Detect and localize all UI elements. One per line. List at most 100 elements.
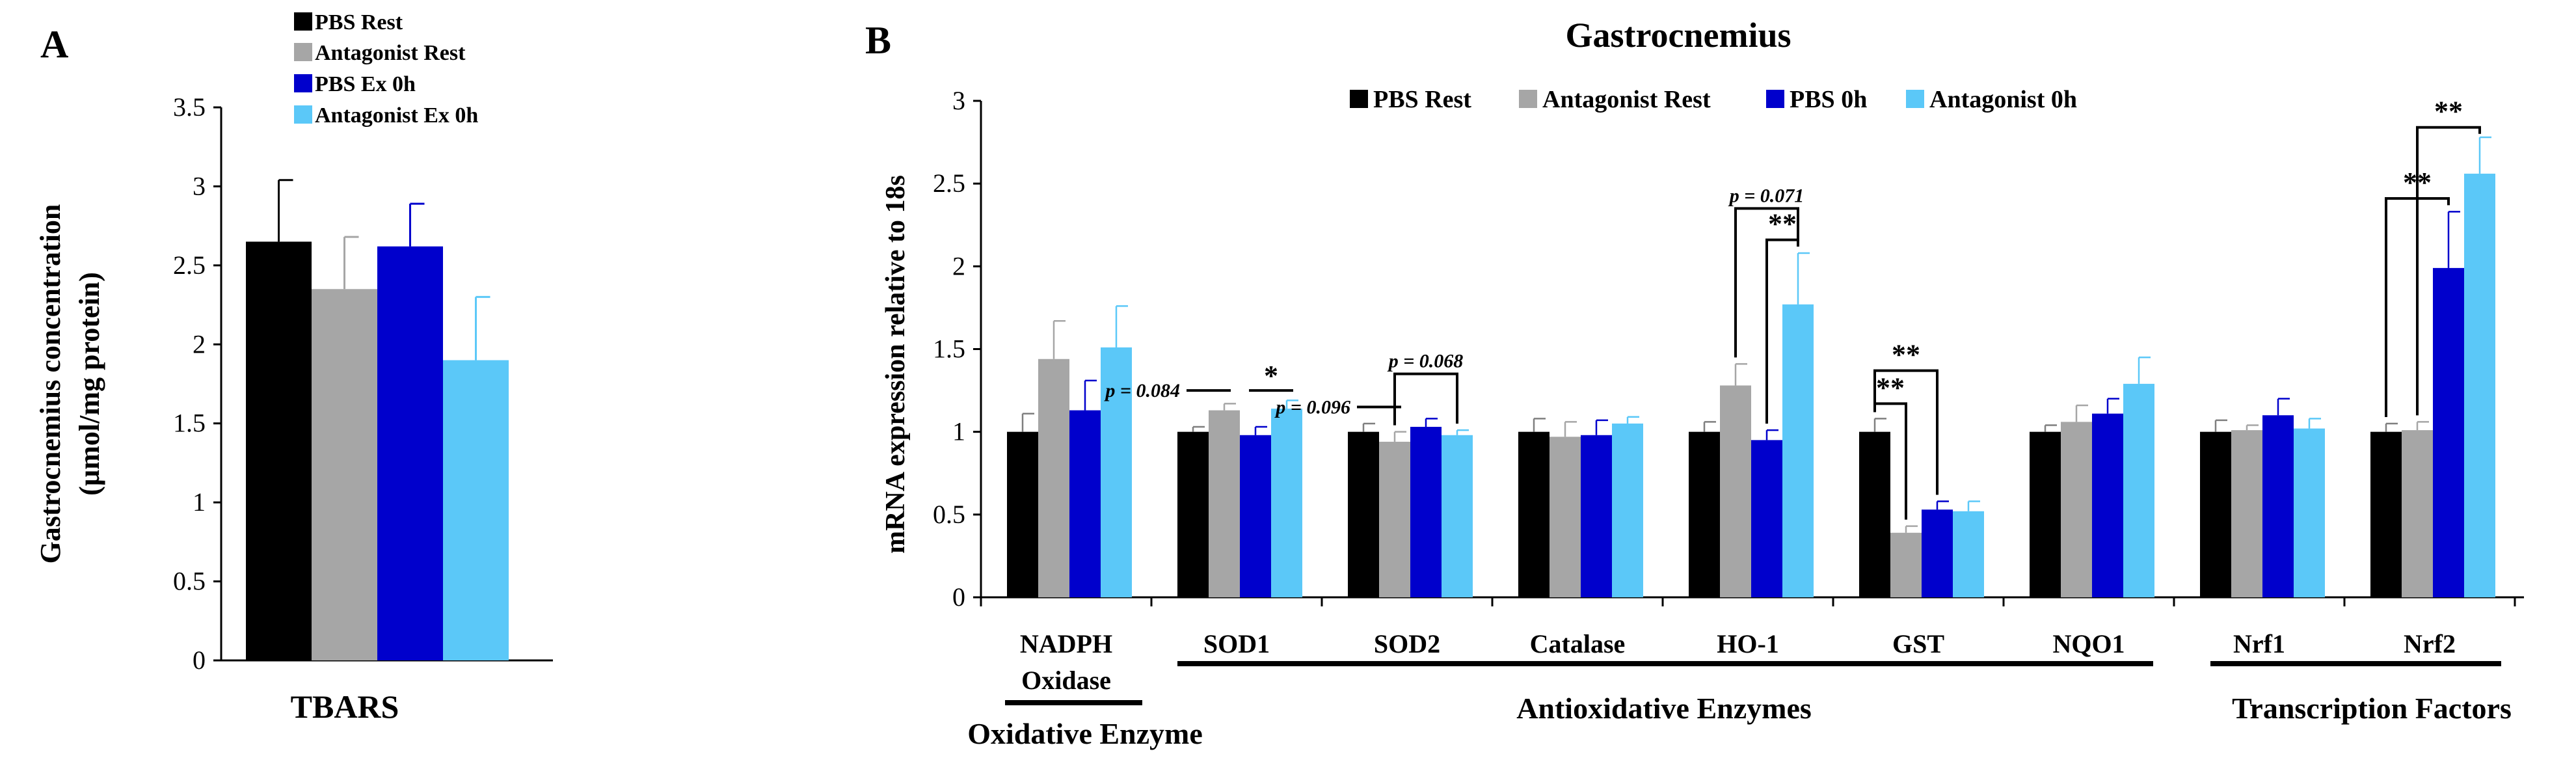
- panel-b-bar: [2030, 431, 2061, 597]
- panel-b-ytick-label: 0.5: [933, 500, 965, 529]
- panel-b-legend-label: Antagonist 0h: [1929, 86, 2077, 113]
- panel-b-ytick-label: 1: [952, 417, 965, 446]
- panel-b-bar: [1240, 435, 1271, 597]
- panel-b-category-label: Catalase: [1530, 629, 1626, 658]
- panel-b-bar: [1007, 431, 1038, 597]
- panel-b-group-label: Transcription Factors: [2232, 692, 2512, 725]
- panel-b-legend-label: PBS 0h: [1790, 86, 1867, 113]
- panel-b-bar: [2231, 430, 2262, 597]
- panel-b-category-label: Oxidase: [1021, 666, 1111, 695]
- panel-b-sig-label: p = 0.096: [1274, 397, 1350, 418]
- panel-b-sig-bracket: [1734, 207, 1799, 358]
- panel-b-bar: [1038, 359, 1069, 597]
- panel-b-sig-label: p = 0.071: [1728, 185, 1805, 206]
- panel-b-bar: [2123, 383, 2154, 597]
- panel-b-sig-bracket: [2416, 126, 2481, 416]
- panel-b-legend-swatch: [1766, 90, 1784, 108]
- panel-b-bar: [2061, 422, 2092, 597]
- panel-b-bar: [1518, 431, 1550, 597]
- panel-b-title: Gastrocnemius: [1566, 16, 1791, 55]
- panel-b-label: B: [865, 19, 891, 62]
- panel-b-bar: [1069, 410, 1101, 597]
- panel-a-ytick-label: 0.5: [173, 567, 206, 596]
- panel-b-sig-bracket: [1873, 402, 1907, 520]
- panel-a-legend-label: Antagonist Rest: [315, 41, 466, 65]
- panel-b-bar: [2370, 431, 2402, 597]
- panel-b-category-label: NADPH: [1020, 629, 1112, 658]
- panel-a-ylabel-line2: (µmol/mg protein): [74, 272, 105, 496]
- panel-b-ytick-label: 2: [952, 251, 965, 280]
- panel-b-bar: [2433, 267, 2464, 597]
- panel-a-bar: [377, 246, 443, 660]
- panel-a-legend-swatch: [294, 74, 312, 92]
- panel-b-bar: [2402, 430, 2433, 597]
- panel-b-bar: [1782, 304, 1814, 597]
- panel-b-bar: [1271, 409, 1302, 597]
- panel-b-legend-label: Antagonist Rest: [1542, 86, 1711, 113]
- panel-b-category-label: SOD2: [1374, 629, 1440, 658]
- panel-b-ylabel: mRNA expression relative to 18s: [881, 175, 911, 554]
- panel-a-ytick-label: 2: [193, 329, 206, 359]
- panel-b-bar: [1612, 423, 1643, 597]
- panel-b-legend-label: PBS Rest: [1373, 86, 1471, 113]
- panel-a-ylabel-line1: Gastrocnemius concentration: [34, 204, 66, 564]
- panel-a-bar: [443, 360, 509, 660]
- panel-b-bar: [1751, 440, 1782, 597]
- panel-b-group-label: Oxidative Enzyme: [967, 717, 1203, 750]
- panel-a-ytick-label: 1: [193, 487, 206, 517]
- panel-b-bar: [1209, 410, 1240, 597]
- panel-b-sig-bracket: [1765, 238, 1799, 424]
- panel-b-sig-label: **: [1892, 339, 1920, 371]
- panel-b-sig-bracket: [1873, 369, 1939, 495]
- panel-a-legend-label: Antagonist Ex 0h: [315, 103, 478, 128]
- panel-b-bar: [1922, 509, 1953, 597]
- panel-b-bar: [1410, 427, 1442, 597]
- panel-a-label: A: [40, 23, 68, 66]
- panel-b-ytick-label: 1.5: [933, 334, 965, 364]
- panel-b-legend-swatch: [1350, 90, 1368, 108]
- panel-b-ytick-label: 2.5: [933, 169, 965, 198]
- panel-b-bar: [1720, 385, 1751, 597]
- panel-b-group-label: Antioxidative Enzymes: [1516, 692, 1812, 725]
- panel-a-legend-swatch: [294, 12, 312, 31]
- panel-b-bar: [1442, 435, 1473, 597]
- panel-b-sig-label: **: [2434, 96, 2463, 128]
- panel-b-bar: [1953, 511, 1984, 597]
- panel-b-bar: [1101, 347, 1132, 597]
- panel-b-legend-swatch: [1906, 90, 1924, 108]
- panel-b-bar: [1689, 431, 1720, 597]
- panel-b-bar: [1859, 431, 1890, 597]
- panel-b-bar: [1177, 431, 1209, 597]
- panel-b-category-label: GST: [1892, 629, 1944, 658]
- panel-b-bar: [1379, 441, 1410, 597]
- panel-b-category-label: NQO1: [2052, 629, 2125, 658]
- panel-a-ytick-label: 3: [193, 171, 206, 200]
- panel-a-bar: [312, 289, 377, 660]
- panel-a-ytick-label: 2.5: [173, 250, 206, 280]
- panel-b-category-label: HO-1: [1717, 629, 1779, 658]
- panel-b-category-label: Nrf1: [2233, 629, 2285, 658]
- panel-a-ytick-label: 1.5: [173, 409, 206, 438]
- panel-a-legend-label: PBS Ex 0h: [315, 72, 416, 96]
- panel-a-legend-swatch: [294, 105, 312, 124]
- panel-b-category-label: Nrf2: [2404, 629, 2456, 658]
- panel-a-ytick-label: 3.5: [173, 92, 206, 122]
- panel-b-legend-swatch: [1519, 90, 1537, 108]
- panel-b-ytick-label: 3: [952, 86, 965, 115]
- panel-b-sig-bracket: [1393, 372, 1458, 426]
- panel-b-sig-label: *: [1264, 360, 1278, 392]
- panel-b-ytick-label: 0: [952, 582, 965, 612]
- panel-a-category-label: TBARS: [291, 688, 399, 725]
- panel-b-bar: [2294, 428, 2325, 597]
- panel-b-chart: 0 0.5 1 1.5 2 2.5 3 NADPH Oxidase SOD1 SOD2 Catalas…: [933, 86, 2524, 750]
- panel-b-category-label: SOD1: [1203, 629, 1270, 658]
- panel-b-bar: [2092, 413, 2123, 597]
- panel-a-chart: 0 0.5 1 1.5 2 2.5 3 3.5 PBS Rest Antagonist Rest P…: [173, 10, 553, 675]
- panel-b-bar: [1348, 431, 1379, 597]
- panel-b-bar: [2262, 415, 2294, 597]
- panel-b-bar: [1581, 435, 1612, 597]
- panel-b-sig-label: p = 0.068: [1387, 351, 1464, 372]
- panel-a-ytick-label: 0: [193, 645, 206, 675]
- panel-a-legend-label: PBS Rest: [315, 10, 403, 34]
